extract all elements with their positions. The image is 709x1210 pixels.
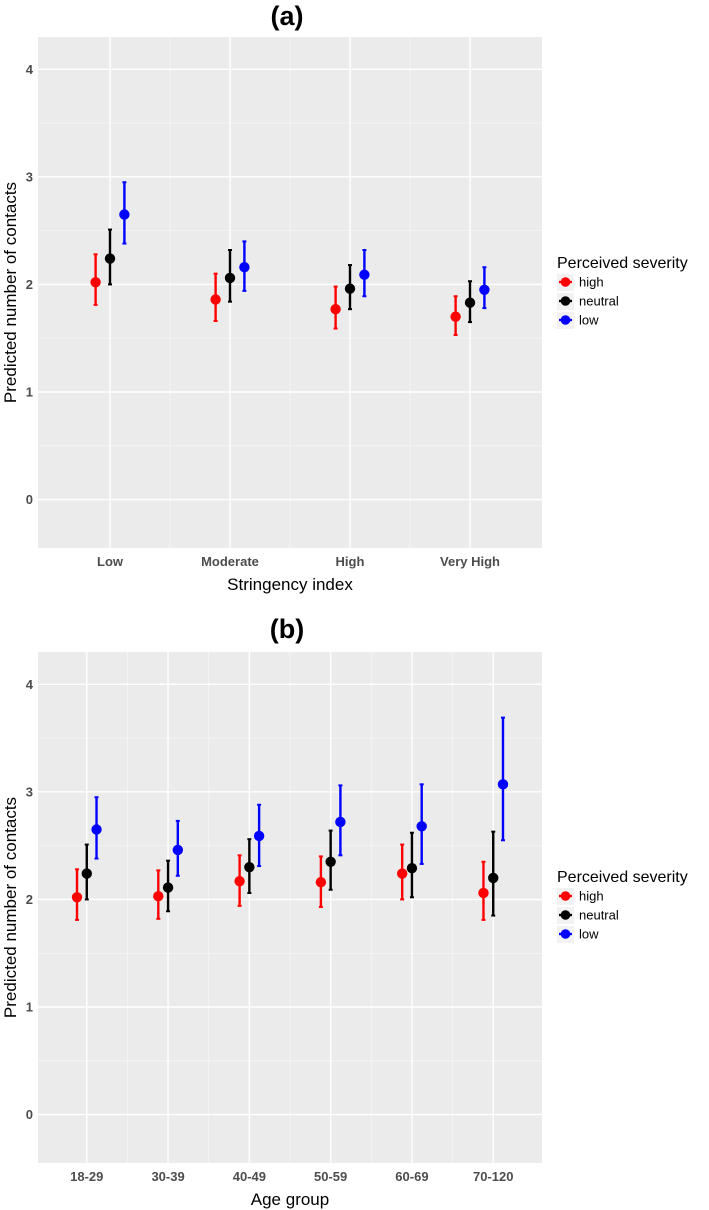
legend-key-point-neutral xyxy=(560,296,571,306)
point-low xyxy=(253,830,265,842)
legend-key-point-low xyxy=(560,315,571,325)
point-high xyxy=(396,868,408,879)
y-tick-label: 4 xyxy=(26,62,34,77)
x-tick-label: Moderate xyxy=(201,554,259,569)
legend-key-point-neutral xyxy=(560,910,571,920)
point-high xyxy=(234,875,245,887)
data-marks-a xyxy=(90,181,490,336)
point-neutral xyxy=(325,856,336,867)
chart-title-a: (a) xyxy=(271,1,304,31)
point-neutral xyxy=(488,872,499,884)
y-tick-label: 1 xyxy=(26,1000,33,1015)
legend-label-low: low xyxy=(579,313,599,328)
y-tick-label: 1 xyxy=(26,385,33,400)
x-tick-label: High xyxy=(336,554,365,569)
y-tick-label: 2 xyxy=(26,892,33,907)
y-tick-label: 0 xyxy=(26,1107,33,1122)
point-neutral xyxy=(104,253,116,264)
point-high xyxy=(315,877,327,888)
y-axis-title-a: Predicted number of contacts xyxy=(1,182,20,403)
legend-title-a: Perceived severity xyxy=(557,255,688,272)
legend-label-low: low xyxy=(579,927,599,942)
y-tick-label: 0 xyxy=(26,492,33,507)
point-neutral xyxy=(464,297,476,308)
chart-panel-a: (a) 0 1 2 3 4 Low Moderate High Very High Strin… xyxy=(1,1,688,594)
y-tick-label: 3 xyxy=(26,169,33,184)
x-tick-label: 18-29 xyxy=(70,1169,103,1184)
legend-label-high: high xyxy=(579,889,604,904)
point-neutral xyxy=(81,868,92,879)
x-tick-label: 60-69 xyxy=(395,1169,428,1184)
legend-keys-a: high neutral low xyxy=(557,274,619,329)
point-neutral xyxy=(162,882,174,893)
x-tick-labels-b: 18-29 30-39 40-49 50-59 60-69 70-120 xyxy=(70,1169,513,1184)
legend-label-neutral: neutral xyxy=(579,294,619,309)
point-high xyxy=(153,891,164,902)
chart-title-b: (b) xyxy=(270,614,304,644)
legend-label-neutral: neutral xyxy=(579,908,619,923)
y-tick-labels-b: 0 1 2 3 4 xyxy=(26,677,34,1122)
x-tick-label: Low xyxy=(97,554,124,569)
point-low xyxy=(335,816,346,828)
point-low xyxy=(119,209,130,220)
y-tick-label: 3 xyxy=(26,784,33,799)
chart-panel-b: (b) 0 1 2 3 4 18-29 30-39 40-49 50-59 60-69 70-12… xyxy=(1,614,688,1209)
legend-label-high: high xyxy=(579,275,604,290)
legend-key-point-low xyxy=(560,929,571,939)
x-axis-title-b: Age group xyxy=(251,1190,329,1209)
point-low xyxy=(497,779,509,790)
point-low xyxy=(172,844,184,856)
legend-title-b: Perceived severity xyxy=(557,869,688,886)
legend-key-point-high xyxy=(560,277,571,287)
point-high xyxy=(71,892,83,903)
data-marks-b xyxy=(71,716,509,921)
point-neutral xyxy=(406,863,418,874)
x-tick-label: 70-120 xyxy=(473,1169,513,1184)
x-tick-label: 50-59 xyxy=(314,1169,347,1184)
point-high xyxy=(450,311,461,322)
point-low xyxy=(359,269,370,280)
point-low xyxy=(239,262,250,273)
point-low xyxy=(479,284,490,296)
legend-b: Perceived severity high neutral low xyxy=(557,869,688,943)
point-neutral xyxy=(244,861,255,873)
point-high xyxy=(210,294,221,305)
x-tick-label: 30-39 xyxy=(151,1169,184,1184)
x-tick-label: 40-49 xyxy=(233,1169,266,1184)
legend-a: Perceived severity high neutral low xyxy=(557,255,688,329)
y-axis-title-b: Predicted number of contacts xyxy=(1,797,20,1018)
gridlines-b xyxy=(38,652,542,1163)
point-low xyxy=(91,824,102,835)
x-tick-labels-a: Low Moderate High Very High xyxy=(97,554,500,569)
point-high xyxy=(478,887,489,899)
legend-keys-b: high neutral low xyxy=(557,888,619,943)
y-tick-label: 2 xyxy=(26,277,33,292)
point-high xyxy=(330,303,341,315)
point-neutral xyxy=(344,283,356,294)
legend-key-point-high xyxy=(560,891,571,901)
y-tick-label: 4 xyxy=(26,677,34,692)
x-axis-title-a: Stringency index xyxy=(227,575,353,594)
y-tick-labels-a: 0 1 2 3 4 xyxy=(26,62,34,507)
point-neutral xyxy=(224,272,236,284)
x-tick-label: Very High xyxy=(440,554,500,569)
point-low xyxy=(416,821,427,832)
point-high xyxy=(90,277,101,288)
